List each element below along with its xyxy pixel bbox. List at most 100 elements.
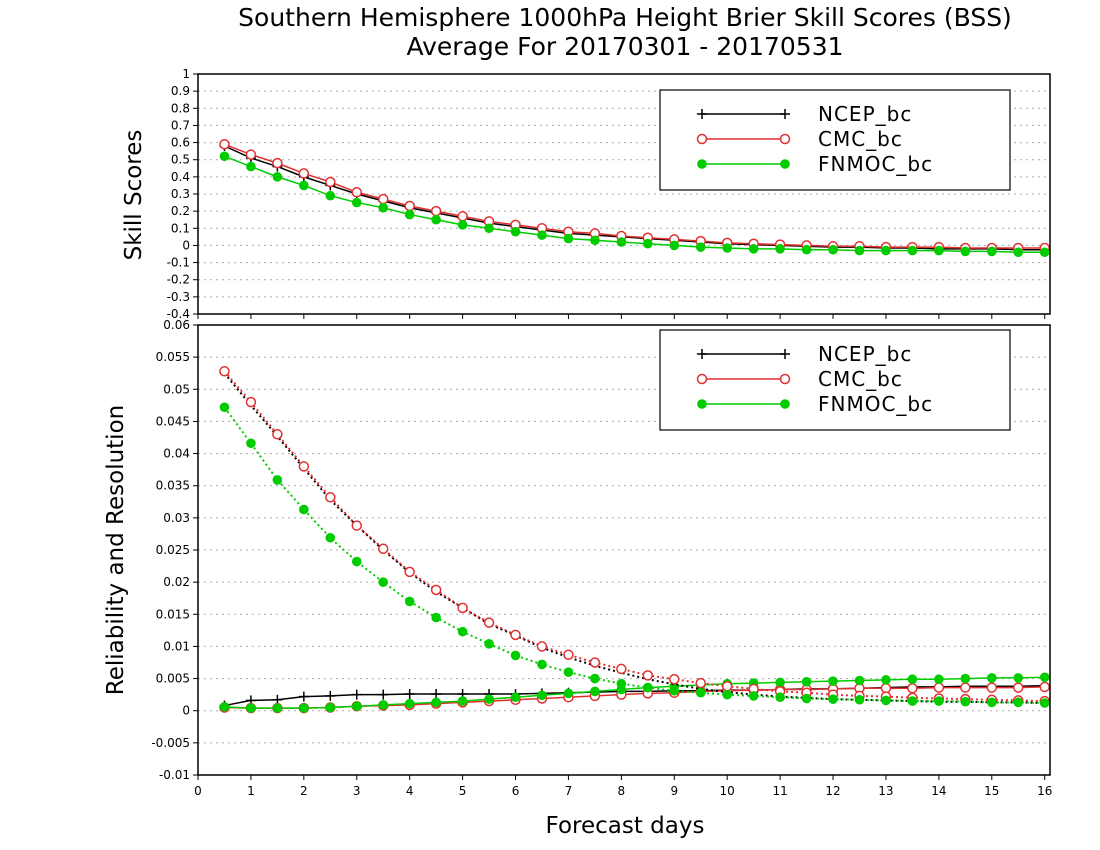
data-point [246,703,256,713]
series-dotted-5 [219,402,1050,708]
legend-label: NCEP_bc [818,342,912,366]
chart-subtitle: Average For 20170301 - 20170531 [406,32,843,61]
x-tick-label: 6 [512,784,520,798]
data-point [404,566,415,578]
data-point [801,693,812,704]
x-tick-label: 8 [618,784,626,798]
skill-scores-panel: -0.4 -0.3 -0.2 -0.1 0 0.1 0.2 0.3 0.4 0.5 0.6 0.7 0.… [167,67,1051,321]
legend-item: NCEP_bc [697,342,912,366]
top-y-axis-label: Skill Scores [121,130,147,261]
data-point [457,602,468,614]
legend-marker [780,159,790,169]
data-point [219,139,230,150]
data-point [483,617,495,628]
data-point [801,676,812,687]
series-line [224,676,1045,709]
data-point [351,197,362,208]
data-point [669,240,680,251]
y-tick-label: 1 [182,67,190,81]
legend-label: NCEP_bc [818,102,912,126]
data-point [299,703,309,713]
y-tick-label: 0.015 [156,607,190,621]
legend-marker [697,399,707,409]
legend-box [659,329,1011,431]
legend-marker [779,373,791,385]
data-point [272,429,283,440]
y-tick-label: 0.025 [156,543,190,557]
data-point [721,681,733,692]
x-tick-label: 5 [459,784,467,798]
bottom-y-axis-label: Reliability and Resolution [103,405,129,695]
x-tick-label: 10 [720,784,735,798]
x-tick-label: 4 [406,784,414,798]
data-point [669,685,680,696]
legend-label: CMC_bc [818,127,903,151]
data-point [219,151,230,162]
series-line [223,406,1045,704]
data-point [854,675,865,686]
data-point [590,235,600,246]
data-point [986,246,997,257]
plot-frame [197,73,1051,315]
data-point [881,695,891,706]
data-point [325,532,336,543]
data-point [643,682,653,693]
y-tick-label: -0.3 [167,290,190,304]
data-point [775,677,785,688]
data-point [642,670,654,681]
data-point [933,682,945,693]
x-tick-label: 15 [984,784,999,798]
y-tick-label: 0.3 [171,187,190,201]
data-point [510,629,521,641]
data-point [907,674,918,685]
chart-title: Southern Hemisphere 1000hPa Height Brier… [238,3,1012,32]
data-point [1039,247,1050,258]
y-tick-label: 0.005 [156,672,190,686]
data-point [219,366,230,377]
data-point [431,697,441,708]
data-point [960,246,971,257]
data-point [378,202,389,213]
data-point [457,211,468,222]
data-point [907,245,918,256]
data-point [378,700,389,710]
data-point [1039,698,1050,708]
y-tick-label: -0.2 [167,273,190,287]
data-point [1013,247,1024,258]
data-point [351,520,363,531]
data-point [377,193,389,205]
series-fnmoc_bc [219,151,1050,258]
x-tick-label: 1 [247,784,255,798]
data-point [960,673,971,684]
data-point [828,244,838,255]
data-point [563,233,574,244]
y-tick-label: 0 [182,238,190,252]
data-point [484,639,494,649]
data-point [589,657,601,668]
data-point [986,682,998,693]
y-tick-label: 0.045 [156,414,190,428]
y-tick-label: 0.01 [163,639,190,653]
data-point [272,475,283,485]
legend-marker [780,349,790,359]
data-point [669,673,680,685]
x-tick-label: 13 [878,784,893,798]
x-tick-label: 7 [565,784,573,798]
y-tick-label: 0.4 [171,170,190,184]
legend-box [659,89,1011,191]
data-point [907,682,918,694]
y-tick-label: -0.005 [151,736,190,750]
legend-marker [780,109,790,119]
data-point [325,690,336,701]
data-point [298,691,309,702]
y-tick-label: 0.06 [163,318,190,332]
data-point [986,697,997,708]
x-tick-label: 16 [1037,784,1052,798]
data-point [828,694,838,704]
data-point [377,543,389,554]
data-point [537,230,547,240]
x-tick-label: 2 [300,784,308,798]
data-point [431,612,441,623]
